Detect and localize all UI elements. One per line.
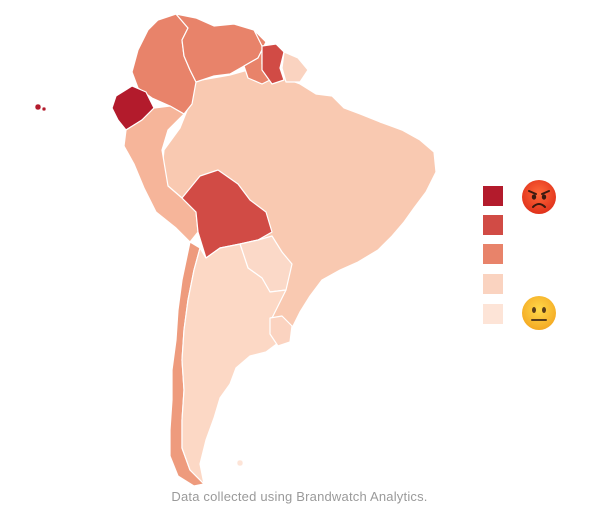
country-suriname[interactable]: [261, 43, 285, 85]
legend-swatch-level-5: [483, 186, 503, 206]
legend-swatch-level-1: [483, 304, 503, 324]
country-falklands[interactable]: [236, 459, 244, 467]
legend-swatch-level-2: [483, 274, 503, 294]
country-galapagos-2[interactable]: [41, 106, 47, 112]
country-bolivia[interactable]: [181, 169, 273, 259]
neutral-face-icon: [522, 296, 556, 330]
legend-swatch-level-4: [483, 215, 503, 235]
country-galapagos[interactable]: [34, 103, 42, 111]
country-venezuela[interactable]: [175, 13, 267, 83]
country-uruguay[interactable]: [269, 315, 293, 347]
footer-credit: Data collected using Brandwatch Analytic…: [171, 489, 428, 504]
country-french-guiana[interactable]: [281, 51, 309, 83]
country-argentina[interactable]: [181, 243, 287, 485]
angry-face-icon: [522, 180, 556, 214]
legend-swatch-level-3: [483, 244, 503, 264]
